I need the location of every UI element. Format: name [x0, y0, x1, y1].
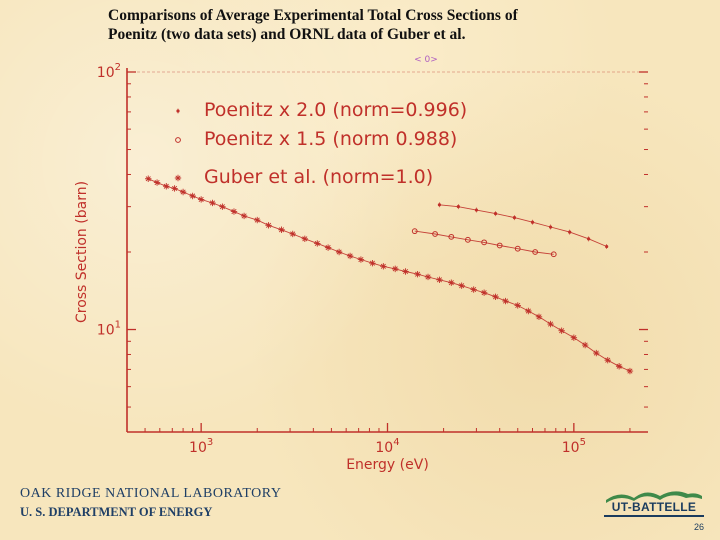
series-3-point [525, 307, 532, 315]
ornl-name: OAK RIDGE NATIONAL LABORATORY [20, 486, 282, 501]
series-3-point [197, 196, 205, 203]
logo-underline [604, 515, 704, 517]
series-3-point [219, 203, 226, 210]
series-3-point [380, 263, 387, 270]
series-1-line [439, 204, 607, 247]
y-tick-label: 102 [97, 62, 121, 81]
series-3-point [458, 282, 465, 289]
x-tick-label: 103 [189, 437, 213, 456]
series-3-point [189, 192, 196, 200]
ut-battelle-logo-icon [606, 491, 702, 503]
logo-text: UT-BATTELLE [611, 500, 697, 514]
legend-label-3: Guber et al. (norm=1.0) [204, 166, 433, 188]
series-3-point [278, 226, 285, 233]
page-number: 26 [693, 522, 704, 532]
cross-section-chart: 103 104 105 101 102 Energy (eV) Cross Section … [74, 55, 648, 473]
series-3-point [254, 216, 261, 224]
series-2-line [414, 230, 554, 255]
series-3-point [369, 259, 376, 267]
series-3-point [392, 265, 399, 273]
series-2-point [464, 236, 471, 243]
series-3-point [514, 302, 521, 309]
series-3-point [492, 293, 499, 300]
series-3-point [547, 320, 554, 328]
series-3-point [626, 367, 634, 375]
series-3-point [163, 183, 170, 190]
series-3-point [604, 357, 611, 364]
series-3-point [265, 222, 272, 229]
series-3-point [424, 273, 432, 281]
y-tick-label: 101 [97, 320, 121, 339]
series-3-point [289, 230, 296, 238]
series-2-point [481, 239, 488, 246]
series-3-point [581, 341, 589, 349]
legend-label-1: Poenitz x 2.0 (norm=0.996) [204, 99, 467, 121]
series-2-point [432, 231, 438, 237]
series-2-point [514, 245, 521, 252]
series-3-point [414, 270, 421, 278]
series-3-point [314, 240, 321, 247]
series-3-point [615, 363, 623, 370]
x-tick-label: 104 [375, 437, 399, 456]
x-axis-label: Energy (eV) [346, 457, 429, 473]
series-2-point [411, 228, 418, 235]
top-note: < 0> [414, 55, 438, 65]
series-3-point [301, 235, 309, 243]
slide-title-line-1: Comparisons of Average Experimental Tota… [108, 7, 518, 24]
series-3-point [209, 199, 216, 207]
series-3-point [179, 188, 187, 196]
series-3-point [335, 248, 343, 256]
slide-title-line-2: Poenitz (two data sets) and ORNL data of… [108, 26, 466, 43]
series-2-point [448, 233, 455, 240]
series-3-point [436, 276, 443, 283]
legend-marker-2 [175, 137, 181, 143]
y-axis-label: Cross Section (barn) [74, 181, 90, 323]
legend-marker-3 [174, 174, 182, 182]
series-3-point [535, 313, 543, 321]
series-3-point [470, 286, 477, 293]
series-2-point [550, 251, 557, 258]
series-2-point [496, 242, 503, 249]
series-3-point [153, 179, 161, 186]
series-3-point [171, 185, 178, 192]
series-3-point [240, 212, 248, 220]
series-3-point [230, 208, 238, 215]
series-3-point [593, 349, 600, 357]
x-tick-label: 105 [562, 437, 586, 456]
series-3-point [502, 297, 509, 305]
series-3-point [402, 268, 409, 275]
slide-title: Comparisons of Average Experimental Tota… [108, 6, 628, 44]
series-2-point [532, 249, 539, 255]
series-3-point [448, 279, 455, 286]
series-3-line [148, 178, 631, 372]
legend-label-2: Poenitz x 1.5 (norm 0.988) [204, 128, 457, 150]
series-3-point [570, 334, 578, 341]
series-3-point [357, 256, 365, 263]
ornl-footer: OAK RIDGE NATIONAL LABORATORY U. S. DEPA… [20, 486, 281, 520]
series-3-point [480, 289, 488, 296]
series-3-point [346, 252, 354, 260]
series-3-point [145, 175, 152, 182]
series-3-point [558, 327, 565, 334]
doe-name: U. S. DEPARTMENT OF ENERGY [20, 505, 213, 519]
series-3-point [324, 244, 332, 251]
